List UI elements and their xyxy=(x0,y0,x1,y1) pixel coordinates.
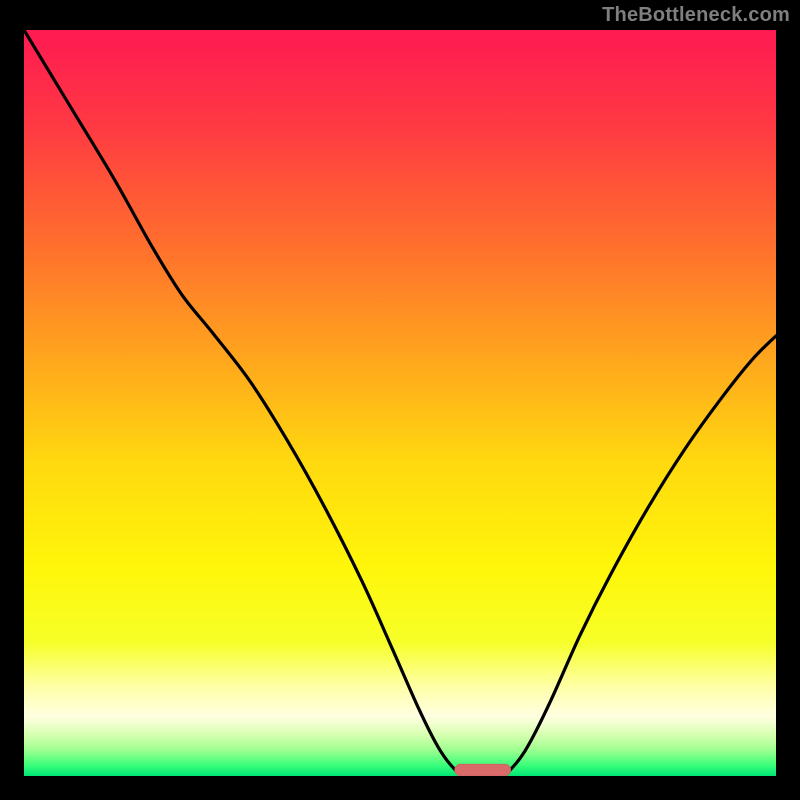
watermark-text: TheBottleneck.com xyxy=(602,4,790,27)
plot-svg xyxy=(24,30,776,776)
optimal-marker xyxy=(455,764,511,776)
plot-area xyxy=(24,30,776,776)
chart-frame: TheBottleneck.com xyxy=(0,0,800,800)
